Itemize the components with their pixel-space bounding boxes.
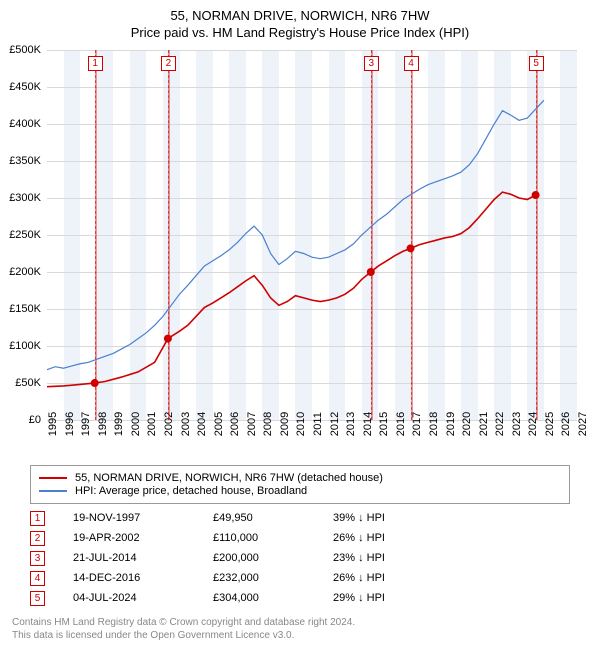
footer-line: Contains HM Land Registry data © Crown c… [12,616,355,629]
sale-index-box: 5 [30,591,45,606]
x-tick-label: 2027 [577,412,589,436]
legend-label: 55, NORMAN DRIVE, NORWICH, NR6 7HW (deta… [75,472,383,484]
line-layer [47,50,577,420]
legend-label: HPI: Average price, detached house, Broa… [75,485,307,497]
sale-row: 5 04-JUL-2024£304,00029% ↓ HPI [30,588,433,608]
legend-item: 55, NORMAN DRIVE, NORWICH, NR6 7HW (deta… [39,472,561,484]
sale-hpi-diff: 29% ↓ HPI [333,592,433,604]
sale-point [91,379,99,387]
sale-date: 21-JUL-2014 [73,552,213,564]
legend-swatch [39,490,67,492]
legend-item: HPI: Average price, detached house, Broa… [39,485,561,497]
sale-index-box: 3 [30,551,45,566]
chart-area: £0£50K£100K£150K£200K£250K£300K£350K£400… [47,50,577,420]
title-block: 55, NORMAN DRIVE, NORWICH, NR6 7HW Price… [0,0,600,40]
sale-index-box: 4 [30,571,45,586]
chart-container: 55, NORMAN DRIVE, NORWICH, NR6 7HW Price… [0,0,600,650]
sale-price: £110,000 [213,532,333,544]
sale-date: 19-NOV-1997 [73,512,213,524]
y-tick-label: £200K [9,266,41,278]
y-tick-label: £0 [29,414,41,426]
sale-price: £304,000 [213,592,333,604]
legend-swatch [39,477,67,479]
y-tick-label: £500K [9,44,41,56]
sale-hpi-diff: 23% ↓ HPI [333,552,433,564]
footer-line: This data is licensed under the Open Gov… [12,629,355,642]
sale-date: 04-JUL-2024 [73,592,213,604]
y-tick-label: £250K [9,229,41,241]
sale-date: 14-DEC-2016 [73,572,213,584]
sale-row: 4 14-DEC-2016£232,00026% ↓ HPI [30,568,433,588]
sale-hpi-diff: 26% ↓ HPI [333,572,433,584]
y-tick-label: £450K [9,81,41,93]
sale-row: 2 19-APR-2002£110,00026% ↓ HPI [30,528,433,548]
y-tick-label: £300K [9,192,41,204]
sale-point [164,335,172,343]
sale-row: 1 19-NOV-1997£49,95039% ↓ HPI [30,508,433,528]
sale-index-box: 1 [30,511,45,526]
sale-row: 3 21-JUL-2014£200,00023% ↓ HPI [30,548,433,568]
sales-table: 1 19-NOV-1997£49,95039% ↓ HPI 2 19-APR-2002… [30,508,433,608]
sale-date: 19-APR-2002 [73,532,213,544]
series-price_paid [47,192,536,387]
sale-hpi-diff: 39% ↓ HPI [333,512,433,524]
title-subtitle: Price paid vs. HM Land Registry's House … [0,25,600,40]
sale-price: £49,950 [213,512,333,524]
sale-price: £232,000 [213,572,333,584]
y-tick-label: £400K [9,118,41,130]
y-tick-label: £350K [9,155,41,167]
sale-point [367,268,375,276]
y-tick-label: £150K [9,303,41,315]
sale-point [532,191,540,199]
sale-point [407,244,415,252]
y-tick-label: £50K [15,377,41,389]
series-hpi [47,100,544,369]
legend: 55, NORMAN DRIVE, NORWICH, NR6 7HW (deta… [30,465,570,504]
sale-price: £200,000 [213,552,333,564]
footer: Contains HM Land Registry data © Crown c… [12,616,355,642]
title-address: 55, NORMAN DRIVE, NORWICH, NR6 7HW [0,8,600,23]
sale-hpi-diff: 26% ↓ HPI [333,532,433,544]
sale-index-box: 2 [30,531,45,546]
y-tick-label: £100K [9,340,41,352]
